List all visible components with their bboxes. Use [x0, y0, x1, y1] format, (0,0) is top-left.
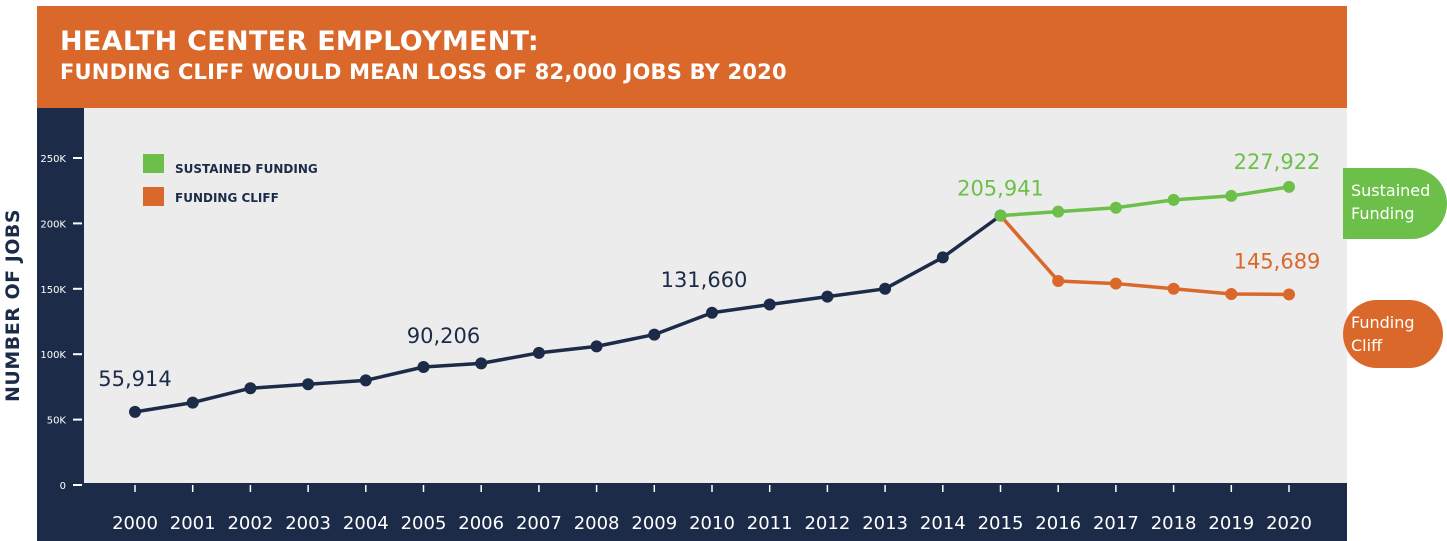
x-tick-label: 2003: [285, 513, 331, 534]
data-point: [590, 340, 603, 353]
data-point: [1052, 205, 1065, 218]
x-tick-label: 2000: [112, 513, 158, 534]
x-tick-label: 2004: [343, 513, 389, 534]
data-label: 227,922: [1234, 150, 1321, 174]
x-tick-label: 2008: [574, 513, 620, 534]
x-tick-label: 2012: [804, 513, 850, 534]
legend-swatch-cliff: [143, 187, 164, 206]
x-tick-label: 2015: [978, 513, 1024, 534]
y-tick-label: 150K: [40, 285, 66, 296]
sustained-end-label-line2: Funding: [1351, 204, 1415, 223]
series-line-1: [998, 185, 1291, 218]
data-point: [648, 328, 661, 341]
legend-label-sustained: SUSTAINED FUNDING: [175, 162, 318, 176]
cliff-end-label-line1: Funding: [1351, 313, 1415, 332]
data-label: 90,206: [407, 324, 480, 348]
data-point: [1109, 277, 1122, 290]
data-point: [1283, 288, 1295, 301]
sustained-funding-end-label: Sustained Funding: [1343, 168, 1447, 239]
data-point: [706, 306, 718, 319]
plot-area: [84, 108, 1347, 483]
data-point: [532, 346, 545, 359]
chart-title: HEALTH CENTER EMPLOYMENT:: [60, 26, 540, 57]
data-point: [359, 374, 372, 387]
data-label: 55,914: [98, 367, 171, 391]
data-point: [1283, 180, 1295, 193]
data-point: [879, 282, 892, 295]
x-tick-label: 2002: [227, 513, 273, 534]
data-label: 205,941: [957, 177, 1044, 201]
y-tick-label: 250K: [40, 154, 66, 165]
data-point: [763, 298, 776, 311]
data-point: [302, 378, 315, 391]
data-point: [994, 209, 1007, 222]
data-label: 145,689: [1234, 249, 1321, 273]
data-point: [1225, 189, 1238, 202]
data-point: [1167, 193, 1180, 206]
x-tick-label: 2007: [516, 513, 562, 534]
data-point: [1052, 274, 1065, 287]
data-point: [129, 405, 141, 418]
x-tick-label: 2017: [1093, 513, 1139, 534]
data-point: [417, 361, 430, 374]
x-tick-label: 2005: [401, 513, 447, 534]
data-point: [821, 290, 834, 303]
funding-cliff-end-label: Funding Cliff: [1343, 300, 1443, 368]
cliff-end-label-line2: Cliff: [1351, 336, 1383, 355]
x-tick-label: 2020: [1266, 513, 1312, 534]
y-tick-label: 100K: [40, 350, 66, 361]
x-tick-label: 2014: [920, 513, 966, 534]
data-point: [1167, 282, 1180, 295]
legend-swatch-sustained: [143, 154, 164, 173]
data-point: [1109, 201, 1122, 214]
series-line-0: [133, 213, 1003, 414]
data-point: [244, 382, 257, 395]
data-point: [936, 251, 949, 264]
y-tick-label: 200K: [40, 219, 66, 230]
x-tick-label: 2018: [1151, 513, 1197, 534]
x-tick-label: 2013: [862, 513, 908, 534]
x-tick-label: 2011: [747, 513, 793, 534]
title-banner: [37, 6, 1347, 108]
x-tick-label: 2009: [631, 513, 677, 534]
x-tick-label: 2006: [458, 513, 504, 534]
data-point: [475, 357, 488, 370]
series-line-2: [998, 213, 1291, 297]
x-tick-label: 2019: [1208, 513, 1254, 534]
sustained-end-label-line1: Sustained: [1351, 181, 1431, 200]
data-label: 131,660: [661, 268, 748, 292]
data-point: [186, 396, 199, 409]
legend-label-cliff: FUNDING CLIFF: [175, 191, 279, 205]
x-tick-label: 2001: [170, 513, 216, 534]
data-point: [1225, 288, 1238, 301]
x-tick-label: 2010: [689, 513, 735, 534]
x-tick-label: 2016: [1035, 513, 1081, 534]
y-tick-label: 0: [60, 481, 66, 492]
y-tick-label: 50K: [47, 416, 67, 427]
chart-subtitle: FUNDING CLIFF WOULD MEAN LOSS OF 82,000 …: [60, 60, 787, 84]
